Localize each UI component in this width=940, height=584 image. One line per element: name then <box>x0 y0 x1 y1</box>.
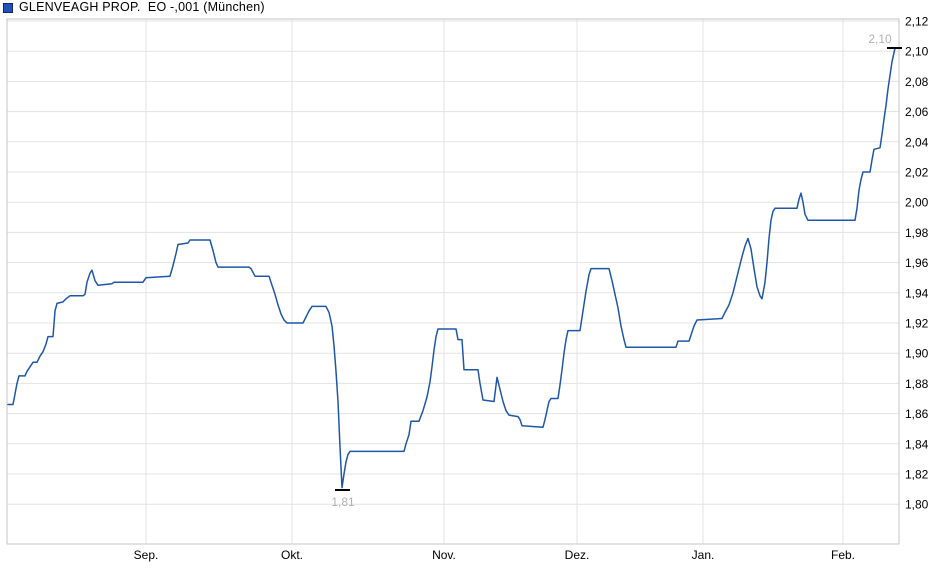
y-axis-tick-label: 1,82 <box>905 468 929 482</box>
x-axis-tick-label: Nov. <box>432 548 456 562</box>
low-annotation: 1,81 <box>331 495 355 509</box>
y-axis-tick-label: 2,00 <box>905 196 929 210</box>
x-axis-tick-label: Feb. <box>831 548 855 562</box>
y-axis-tick-label: 1,98 <box>905 226 929 240</box>
chart-header: GLENVEAGH PROP. EO -,001 (München) <box>0 0 940 18</box>
y-axis-tick-label: 1,80 <box>905 498 929 512</box>
y-axis-tick-label: 1,94 <box>905 286 929 300</box>
x-axis-tick-label: Jan. <box>692 548 715 562</box>
y-axis-tick-label: 2,06 <box>905 105 929 119</box>
y-axis-tick-label: 1,88 <box>905 377 929 391</box>
y-axis-tick-label: 1,84 <box>905 437 929 451</box>
y-axis-tick-label: 1,96 <box>905 256 929 270</box>
x-axis-tick-label: Okt. <box>281 548 303 562</box>
y-axis-tick-label: 1,92 <box>905 317 929 331</box>
price-line <box>7 47 896 489</box>
y-axis-tick-label: 2,08 <box>905 75 929 89</box>
high-annotation: 2,10 <box>868 32 892 46</box>
y-axis-tick-label: 1,90 <box>905 347 929 361</box>
x-axis-tick-label: Dez. <box>565 548 590 562</box>
legend-square-icon <box>3 3 13 13</box>
y-axis-tick-label: 2,10 <box>905 45 929 59</box>
plot-border <box>6 18 900 545</box>
y-axis-tick-label: 2,02 <box>905 166 929 180</box>
chart-title: GLENVEAGH PROP. EO -,001 (München) <box>19 0 265 14</box>
y-axis-tick-label: 2,04 <box>905 135 929 149</box>
y-axis-tick-label: 2,12 <box>905 15 929 29</box>
y-axis-tick-label: 1,86 <box>905 407 929 421</box>
x-axis-tick-label: Sep. <box>134 548 159 562</box>
